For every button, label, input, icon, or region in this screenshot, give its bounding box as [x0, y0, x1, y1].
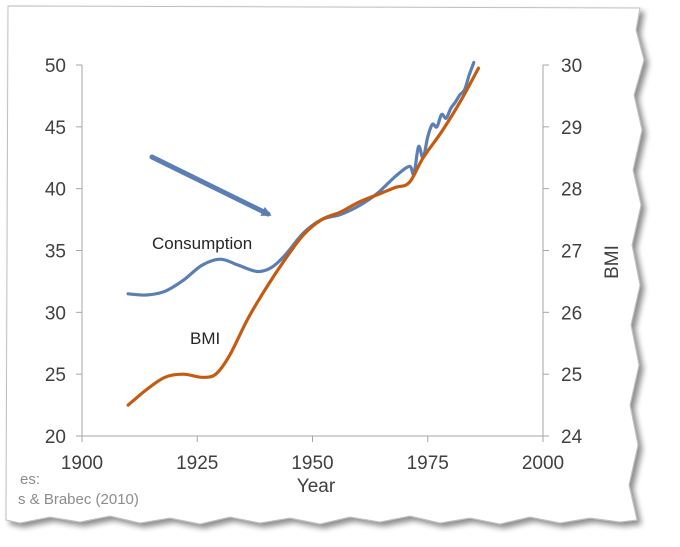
y-tick-label-right: 28	[561, 180, 582, 201]
x-tick-label: 1950	[291, 453, 333, 474]
y-tick-label-left: 45	[45, 118, 66, 139]
y-tick-label-right: 29	[561, 118, 582, 139]
y-tick-label-left: 35	[45, 242, 66, 263]
y-tick-label-left: 40	[45, 180, 66, 201]
x-axis-title: Year	[297, 476, 336, 497]
x-tick-label: 1925	[176, 453, 218, 474]
y-tick-label-right: 27	[561, 242, 582, 263]
y-tick-label-right: 25	[561, 365, 582, 386]
annotation-consumption: Consumption	[152, 234, 252, 253]
y-tick-label-right: 30	[561, 56, 582, 77]
y-tick-label-left: 50	[45, 56, 66, 77]
x-tick-label: 1975	[407, 453, 449, 474]
series-lines	[126, 60, 481, 407]
y-tick-label-right: 24	[561, 427, 583, 448]
annotation-arrow	[149, 154, 272, 217]
y-tick-label-left: 30	[45, 303, 66, 324]
x-tick-label: 2000	[522, 453, 564, 474]
y-tick-label-left: 25	[45, 365, 66, 386]
source-text-fragment-2: s & Brabec (2010)	[18, 491, 139, 508]
annotation-bmi: BMI	[190, 329, 220, 348]
source-text-fragment-1: es:	[20, 471, 40, 488]
series-line-consumption	[126, 60, 476, 297]
right-axis-title: BMI	[602, 245, 623, 279]
torn-paper-background	[5, 5, 645, 525]
y-tick-label-left: 20	[45, 427, 66, 448]
x-tick-label: 1900	[61, 453, 103, 474]
y-tick-label-right: 26	[561, 303, 582, 324]
series-line-bmi	[126, 66, 481, 407]
axes: 20 25 30 35 40 45 50 24 25 26 27 28 29 30 1900 1925 1950…	[45, 56, 583, 474]
